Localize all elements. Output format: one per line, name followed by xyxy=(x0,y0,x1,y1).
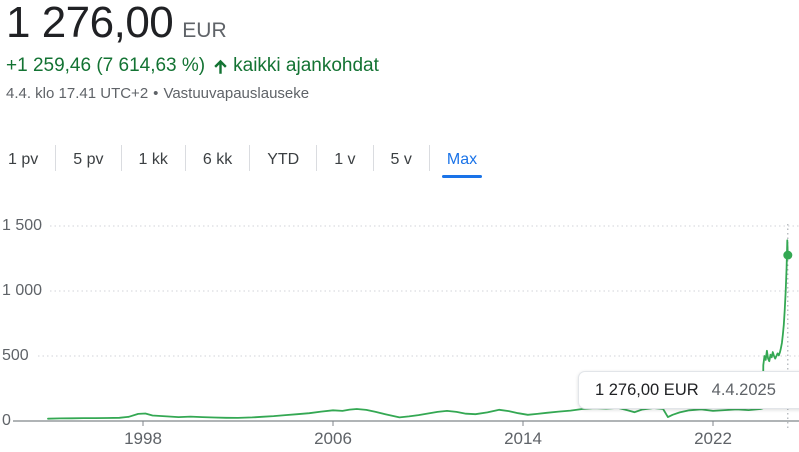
price-row: 1 276,00 EUR xyxy=(6,0,379,46)
tab-divider xyxy=(316,145,318,171)
x-axis-tick-1998: 1998 xyxy=(124,429,162,448)
tooltip-price: 1 276,00 EUR xyxy=(595,380,699,399)
tab-divider xyxy=(372,145,374,171)
quote-timestamp: 4.4. klo 17.41 UTC+2 xyxy=(6,85,149,103)
tab-divider xyxy=(55,145,57,171)
tab-ytd[interactable]: YTD xyxy=(267,150,300,168)
x-axis-tick-2006: 2006 xyxy=(314,429,352,448)
tab-6kk[interactable]: 6 kk xyxy=(202,150,233,168)
tooltip-date: 4.4.2025 xyxy=(711,380,776,399)
tab-1pv[interactable]: 1 pv xyxy=(8,150,39,168)
price-change-period: kaikki ajankohdat xyxy=(233,55,379,77)
bullet-separator: • xyxy=(153,85,159,103)
y-axis-tick-500: 500 xyxy=(2,347,29,364)
current-price: 1 276,00 xyxy=(6,0,174,47)
tab-5pv[interactable]: 5 pv xyxy=(73,150,104,168)
tab-divider xyxy=(120,145,122,171)
y-axis-tick-1000: 1 000 xyxy=(2,282,43,299)
tab-divider xyxy=(249,145,251,171)
range-tabs: 1 pv 5 pv 1 kk 6 kk YTD 1 v 5 v Max xyxy=(2,141,494,178)
y-axis-tick-1500: 1 500 xyxy=(2,217,43,234)
tab-divider xyxy=(184,145,186,171)
x-axis-tick-2014: 2014 xyxy=(504,429,542,448)
chart-tooltip: 1 276,00 EUR 4.4.2025 xyxy=(578,371,799,409)
tab-5v[interactable]: 5 v xyxy=(390,150,412,168)
price-change-value: +1 259,46 (7 614,63 %) xyxy=(6,55,206,77)
quote-meta-row: 4.4. klo 17.41 UTC+2 • Vastuuvapauslauseke xyxy=(6,85,379,102)
tab-max[interactable]: Max xyxy=(430,141,494,178)
quote-header: 1 276,00 EUR +1 259,46 (7 614,63 %) kaik… xyxy=(6,0,379,102)
currency-code: EUR xyxy=(182,19,227,42)
tab-1v[interactable]: 1 v xyxy=(334,150,356,168)
x-axis-tick-2022: 2022 xyxy=(694,429,732,448)
arrow-up-icon xyxy=(213,59,228,74)
y-axis-tick-0: 0 xyxy=(2,412,11,429)
tab-1kk[interactable]: 1 kk xyxy=(138,150,168,168)
disclaimer-link[interactable]: Vastuuvapauslauseke xyxy=(163,85,310,103)
price-change-row: +1 259,46 (7 614,63 %) kaikki ajankohdat xyxy=(6,55,379,77)
